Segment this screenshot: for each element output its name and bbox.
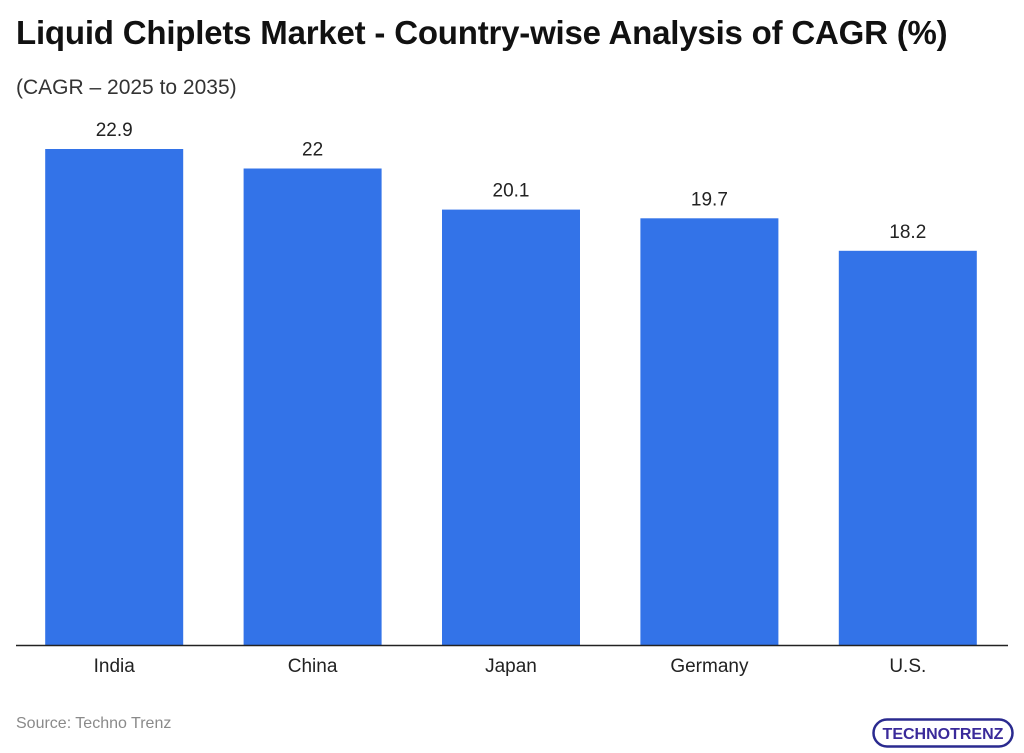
techno-trenz-logo: TECHNOTRENZ: [872, 718, 1014, 748]
bar-chart: 22.9 India 22 China 20.1 Japan 19.7 Germany 18.2…: [16, 120, 1008, 677]
logo-text: TECHNOTRENZ: [883, 726, 1004, 743]
category-label: India: [94, 656, 136, 677]
value-label: 22.9: [96, 120, 133, 141]
category-label: U.S.: [889, 656, 926, 677]
chart-subtitle: (CAGR – 2025 to 2035): [16, 76, 237, 99]
bar-germany: [640, 218, 779, 646]
value-label: 22: [302, 140, 323, 161]
category-label: Japan: [485, 656, 537, 677]
bar-japan: [442, 209, 580, 645]
bar-u-s: [838, 250, 977, 646]
bar-india: [45, 149, 184, 645]
category-label: Germany: [670, 656, 749, 677]
value-label: 18.2: [889, 222, 926, 243]
category-label: China: [288, 656, 338, 677]
value-label: 19.7: [691, 189, 728, 210]
chart-title: Liquid Chiplets Market - Country-wise An…: [16, 14, 948, 51]
value-label: 20.1: [493, 181, 530, 202]
bar-china: [243, 168, 382, 645]
source-note: Source: Techno Trenz: [16, 715, 172, 732]
